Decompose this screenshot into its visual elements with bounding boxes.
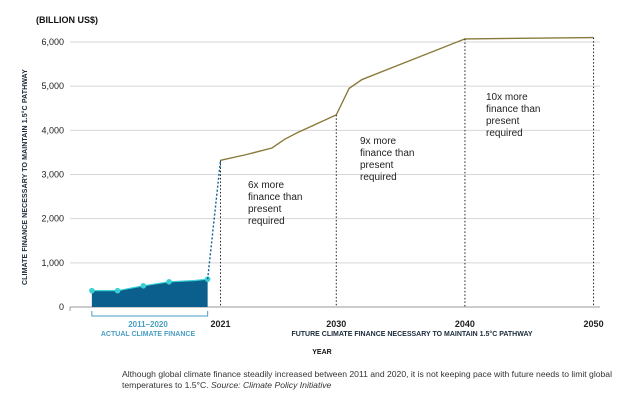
x-tick-label: 2040	[455, 319, 475, 329]
future-finance-line	[220, 36, 594, 162]
period-label: 2011–2020	[128, 320, 168, 329]
unit-label: (BILLION US$)	[36, 15, 98, 25]
annotation-2040: 10x more finance than present required	[486, 92, 541, 139]
y-tick-label: 3,000	[41, 170, 64, 180]
actual-finance-point	[140, 283, 147, 289]
x-axis-title: YEAR	[312, 349, 332, 356]
actual-finance-point	[114, 287, 121, 294]
transition-connector	[206, 160, 222, 280]
annotation-2030: 9x more finance than present required	[360, 136, 415, 183]
y-tick-label: 6,000	[41, 37, 64, 47]
future-finance-label: FUTURE CLIMATE FINANCE NECESSARY TO MAIN…	[291, 331, 533, 338]
caption-text: Although global climate finance steadily…	[122, 369, 612, 390]
period-bracket	[91, 311, 209, 317]
actual-finance-point	[166, 279, 172, 285]
x-tick-label: 2021	[210, 319, 230, 329]
actual-finance-line	[91, 278, 208, 292]
y-tick-label: 1,000	[41, 258, 64, 268]
actual-finance-area	[91, 279, 208, 307]
y-tick-label: 5,000	[41, 81, 64, 91]
y-axis-label: CLIMATE FINANCE NECESSARY TO MAINTAIN 1.…	[22, 69, 29, 285]
caption-source: Source: Climate Policy Initiative	[210, 380, 332, 390]
caption: Although global climate finance steadily…	[122, 369, 634, 391]
annotation-2021: 6x more finance than present required	[248, 180, 303, 227]
x-tick-label: 2050	[584, 319, 604, 329]
y-tick-label: 4,000	[41, 125, 64, 135]
x-tick-label: 2030	[326, 319, 346, 329]
y-tick-label: 2,000	[41, 214, 64, 224]
actual-finance-point	[89, 287, 95, 294]
actual-finance-label: ACTUAL CLIMATE FINANCE	[100, 331, 196, 338]
y-tick-label: 0	[59, 302, 64, 312]
